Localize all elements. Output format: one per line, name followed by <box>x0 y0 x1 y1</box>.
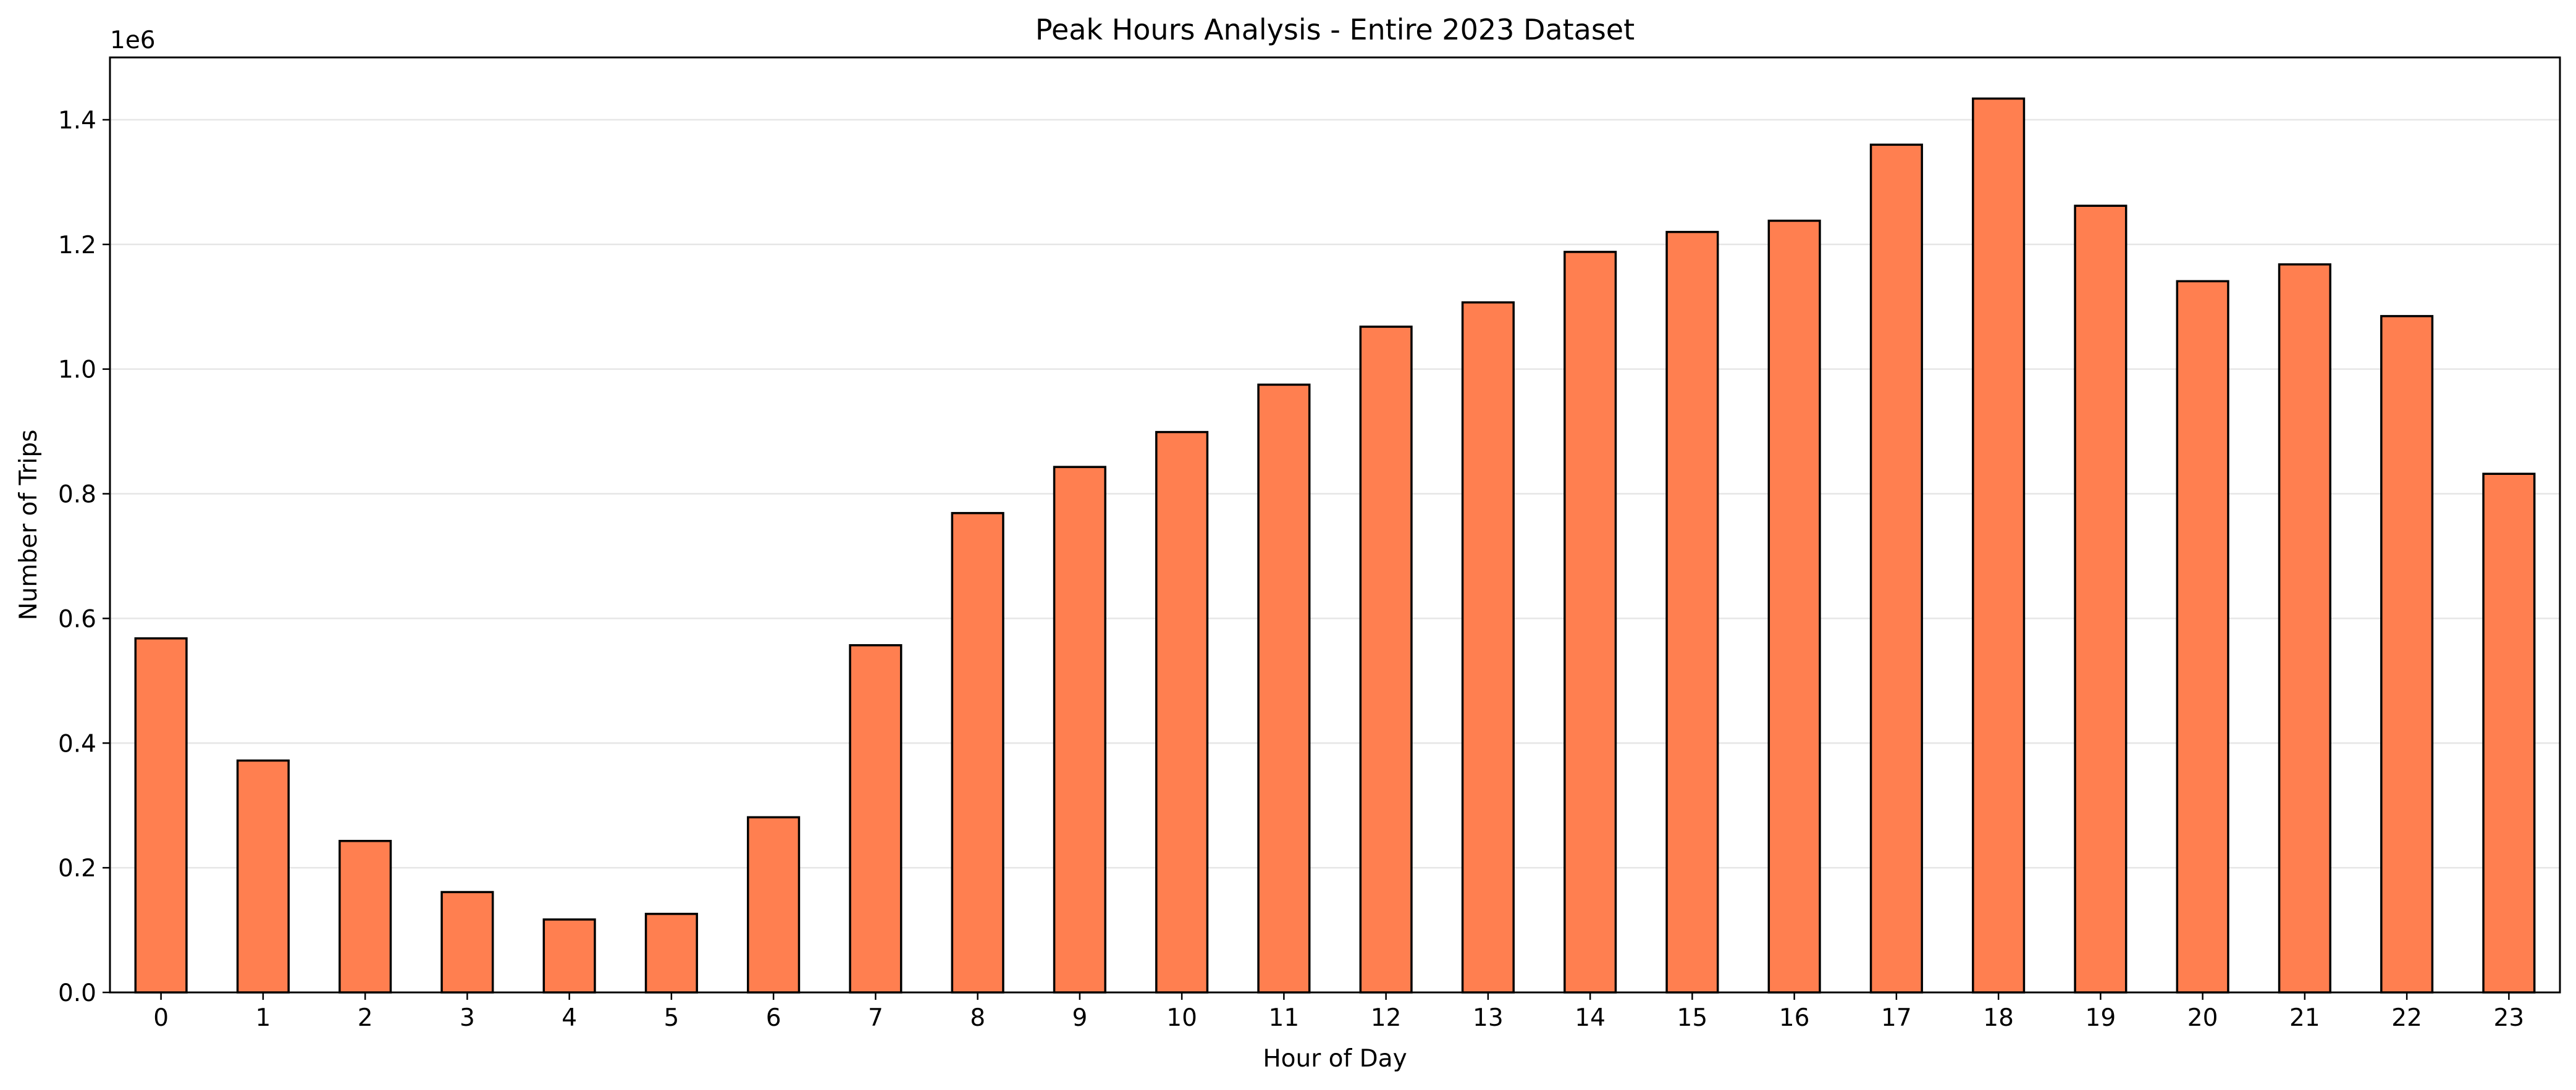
x-tick-label: 3 <box>460 1004 475 1032</box>
bar-hour-18 <box>1972 97 2026 994</box>
axis-ticks: 0.00.20.40.60.81.01.21.40 1 2 3 4 5 6 7 8 9 10 11 12… <box>58 107 2524 1032</box>
bar-hour-1 <box>236 759 290 994</box>
bar-hour-16 <box>1767 219 1821 994</box>
x-tick-label: 18 <box>1983 1004 2014 1032</box>
x-tick-label: 5 <box>663 1004 679 1032</box>
bar-hour-5 <box>644 913 698 994</box>
y-tick-label: 0.6 <box>58 605 96 633</box>
chart-title: Peak Hours Analysis - Entire 2023 Datase… <box>1035 13 1635 46</box>
bar-hour-11 <box>1257 384 1311 994</box>
bar-hour-17 <box>1869 143 1923 994</box>
x-tick-label: 19 <box>2086 1004 2116 1032</box>
bar-hour-13 <box>1461 301 1515 994</box>
x-tick-label: 20 <box>2187 1004 2218 1032</box>
x-tick-label: 15 <box>1677 1004 1708 1032</box>
x-axis-label: Hour of Day <box>1263 1045 1407 1073</box>
bar-hour-8 <box>951 512 1004 994</box>
plot-frame <box>109 56 2561 994</box>
y-tick-label: 1.0 <box>58 356 96 384</box>
x-tick-label: 17 <box>1881 1004 1912 1032</box>
y-tick-label: 0.0 <box>58 979 96 1007</box>
x-tick-label: 8 <box>970 1004 985 1032</box>
x-tick-label: 16 <box>1779 1004 1810 1032</box>
y-tick-label: 0.2 <box>58 855 96 882</box>
x-tick-label: 22 <box>2391 1004 2422 1032</box>
bar-hour-2 <box>339 839 392 994</box>
x-tick-label: 11 <box>1269 1004 1300 1032</box>
y-axis-label: Number of Trips <box>15 429 43 620</box>
bar-hour-7 <box>849 644 903 994</box>
y-tick-label: 1.4 <box>58 107 96 135</box>
x-tick-label: 9 <box>1072 1004 1087 1032</box>
x-tick-label: 7 <box>868 1004 883 1032</box>
x-tick-label: 14 <box>1575 1004 1606 1032</box>
bar-hour-21 <box>2278 263 2331 994</box>
bar-hour-20 <box>2176 280 2229 994</box>
bar-hour-12 <box>1359 325 1413 994</box>
bars <box>134 97 2536 994</box>
x-tick-label: 23 <box>2494 1004 2525 1032</box>
bar-hour-4 <box>542 918 596 994</box>
x-tick-label: 6 <box>766 1004 781 1032</box>
x-tick-label: 2 <box>358 1004 373 1032</box>
bar-hour-3 <box>440 891 494 994</box>
x-tick-label: 21 <box>2289 1004 2320 1032</box>
grid-lines <box>110 119 2560 994</box>
x-tick-label: 12 <box>1371 1004 1402 1032</box>
y-tick-label: 0.4 <box>58 730 96 758</box>
bar-hour-22 <box>2380 315 2434 994</box>
x-tick-label: 13 <box>1473 1004 1504 1032</box>
bar-hour-6 <box>747 816 801 994</box>
x-tick-label: 0 <box>153 1004 169 1032</box>
y-tick-label: 1.2 <box>58 232 96 259</box>
bar-hour-14 <box>1564 251 1617 994</box>
bar-hour-10 <box>1155 430 1209 994</box>
x-tick-label: 1 <box>255 1004 271 1032</box>
bar-hour-0 <box>134 637 188 994</box>
bar-hour-19 <box>2074 204 2128 994</box>
y-tick-label: 0.8 <box>58 481 96 509</box>
bar-hour-23 <box>2482 472 2536 994</box>
bar-hour-9 <box>1053 466 1106 994</box>
x-tick-label: 4 <box>562 1004 577 1032</box>
bar-hour-15 <box>1665 230 1719 994</box>
x-tick-label: 10 <box>1166 1004 1197 1032</box>
y-axis-offset-label: 1e6 <box>110 27 156 54</box>
